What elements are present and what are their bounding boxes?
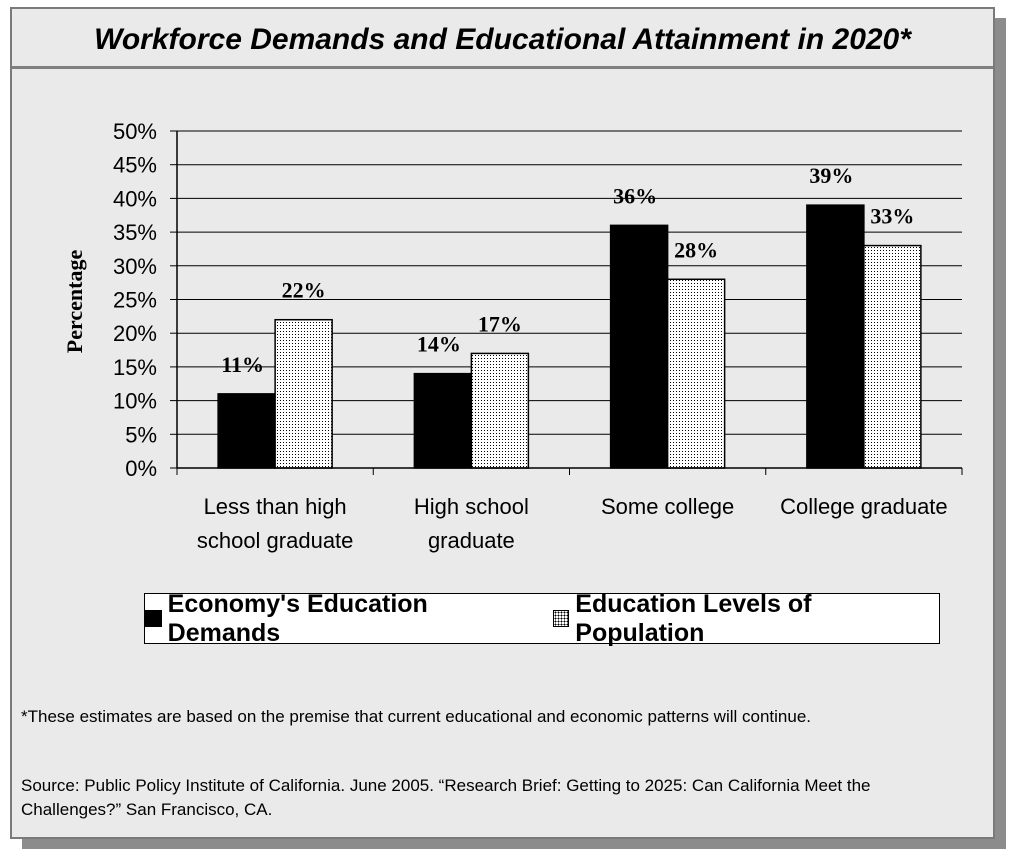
data-label-population: 33% — [870, 204, 914, 229]
y-tick-label: 25% — [113, 288, 157, 313]
x-category-label: College graduate — [780, 494, 948, 519]
x-category-label: Some college — [601, 494, 734, 519]
y-tick-label: 50% — [113, 119, 157, 144]
x-category-label: High school — [414, 494, 529, 519]
data-label-population: 28% — [674, 237, 718, 262]
bar-population — [274, 318, 333, 469]
footnote: *These estimates are based on the premis… — [21, 707, 812, 726]
legend-swatch-solid — [145, 610, 162, 627]
legend-label-population: Education Levels of Population — [575, 589, 812, 647]
y-tick-label: 5% — [125, 422, 157, 447]
bar-demands — [609, 224, 669, 469]
data-label-demands: 11% — [221, 352, 264, 377]
y-tick-label: 20% — [113, 321, 157, 346]
data-label-demands: 36% — [613, 183, 657, 208]
bar-population — [666, 278, 726, 469]
bar-demands — [806, 204, 865, 469]
chart-title: Workforce Demands and Educational Attain… — [94, 23, 911, 56]
bar-demands — [413, 372, 473, 469]
y-tick-label: 40% — [113, 186, 157, 211]
legend-item-population: Education Levels of Population — [552, 589, 939, 648]
bar-population — [863, 244, 922, 469]
legend-label-demands: Economy's Education Demands — [167, 589, 428, 647]
y-tick-label: 10% — [113, 389, 157, 414]
y-tick-label: 15% — [113, 355, 157, 380]
x-category-label: graduate — [428, 528, 515, 553]
y-tick-label: 30% — [113, 254, 157, 279]
data-label-demands: 39% — [809, 163, 853, 188]
data-label-population: 17% — [478, 311, 522, 336]
source-note: Source: Public Policy Institute of Calif… — [21, 776, 871, 819]
x-category-label: school graduate — [197, 528, 354, 553]
y-tick-label: 35% — [113, 220, 157, 245]
bar-population — [470, 352, 530, 469]
title-divider — [12, 66, 993, 69]
y-tick-label: 45% — [113, 153, 157, 178]
data-label-population: 22% — [282, 278, 326, 303]
legend-item-demands: Economy's Education Demands — [145, 590, 539, 648]
y-axis-title: Percentage — [62, 250, 87, 354]
bar-demands — [217, 393, 276, 469]
data-label-demands: 14% — [417, 332, 461, 357]
legend-swatch-dotted — [552, 610, 570, 627]
x-category-label: Less than high — [204, 494, 347, 519]
y-tick-label: 0% — [125, 456, 157, 481]
chart-legend: Economy's Education Demands Education Le… — [144, 590, 940, 647]
